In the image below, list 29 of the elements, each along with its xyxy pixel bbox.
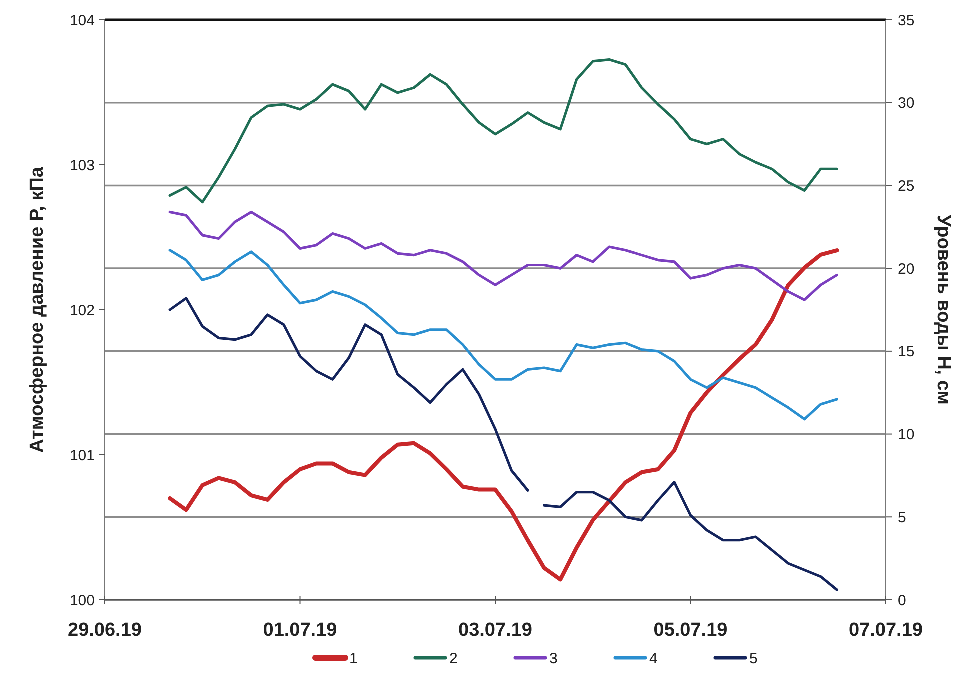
y-tick-label: 100 xyxy=(70,592,95,610)
y2-tick-label: 10 xyxy=(898,426,915,444)
legend-label: 2 xyxy=(450,650,458,668)
y2-tick-label: 25 xyxy=(898,178,915,195)
x-tick-label: 01.07.19 xyxy=(263,620,338,641)
legend-label: 1 xyxy=(350,650,358,668)
y2-tick-label: 30 xyxy=(898,95,915,112)
y-tick-label: 104 xyxy=(70,12,95,30)
y2-tick-label: 35 xyxy=(898,12,915,30)
x-tick-label: 05.07.19 xyxy=(654,620,728,641)
legend-label: 3 xyxy=(550,650,558,668)
x-tick-label: 03.07.19 xyxy=(458,620,532,641)
line-series xyxy=(168,58,838,204)
y-axis-title: Атмосферное давление P, кПа xyxy=(27,166,48,453)
x-tick-label: 07.07.19 xyxy=(849,620,923,641)
y-tick-label: 103 xyxy=(70,157,95,174)
y-tick-label: 102 xyxy=(70,302,95,320)
line-series xyxy=(168,249,838,421)
legend-label: 4 xyxy=(650,650,658,668)
y2-axis-title: Уровень воды H, см xyxy=(933,215,954,405)
y2-tick-label: 0 xyxy=(898,592,906,610)
legend-label: 5 xyxy=(750,650,758,668)
y2-tick-label: 20 xyxy=(898,260,915,278)
y-tick-label: 101 xyxy=(70,447,95,464)
line-series xyxy=(168,210,838,302)
x-tick-label: 29.06.19 xyxy=(68,620,142,641)
y2-tick-label: 5 xyxy=(898,509,906,526)
y2-tick-label: 15 xyxy=(898,344,915,361)
line-series xyxy=(168,248,840,582)
